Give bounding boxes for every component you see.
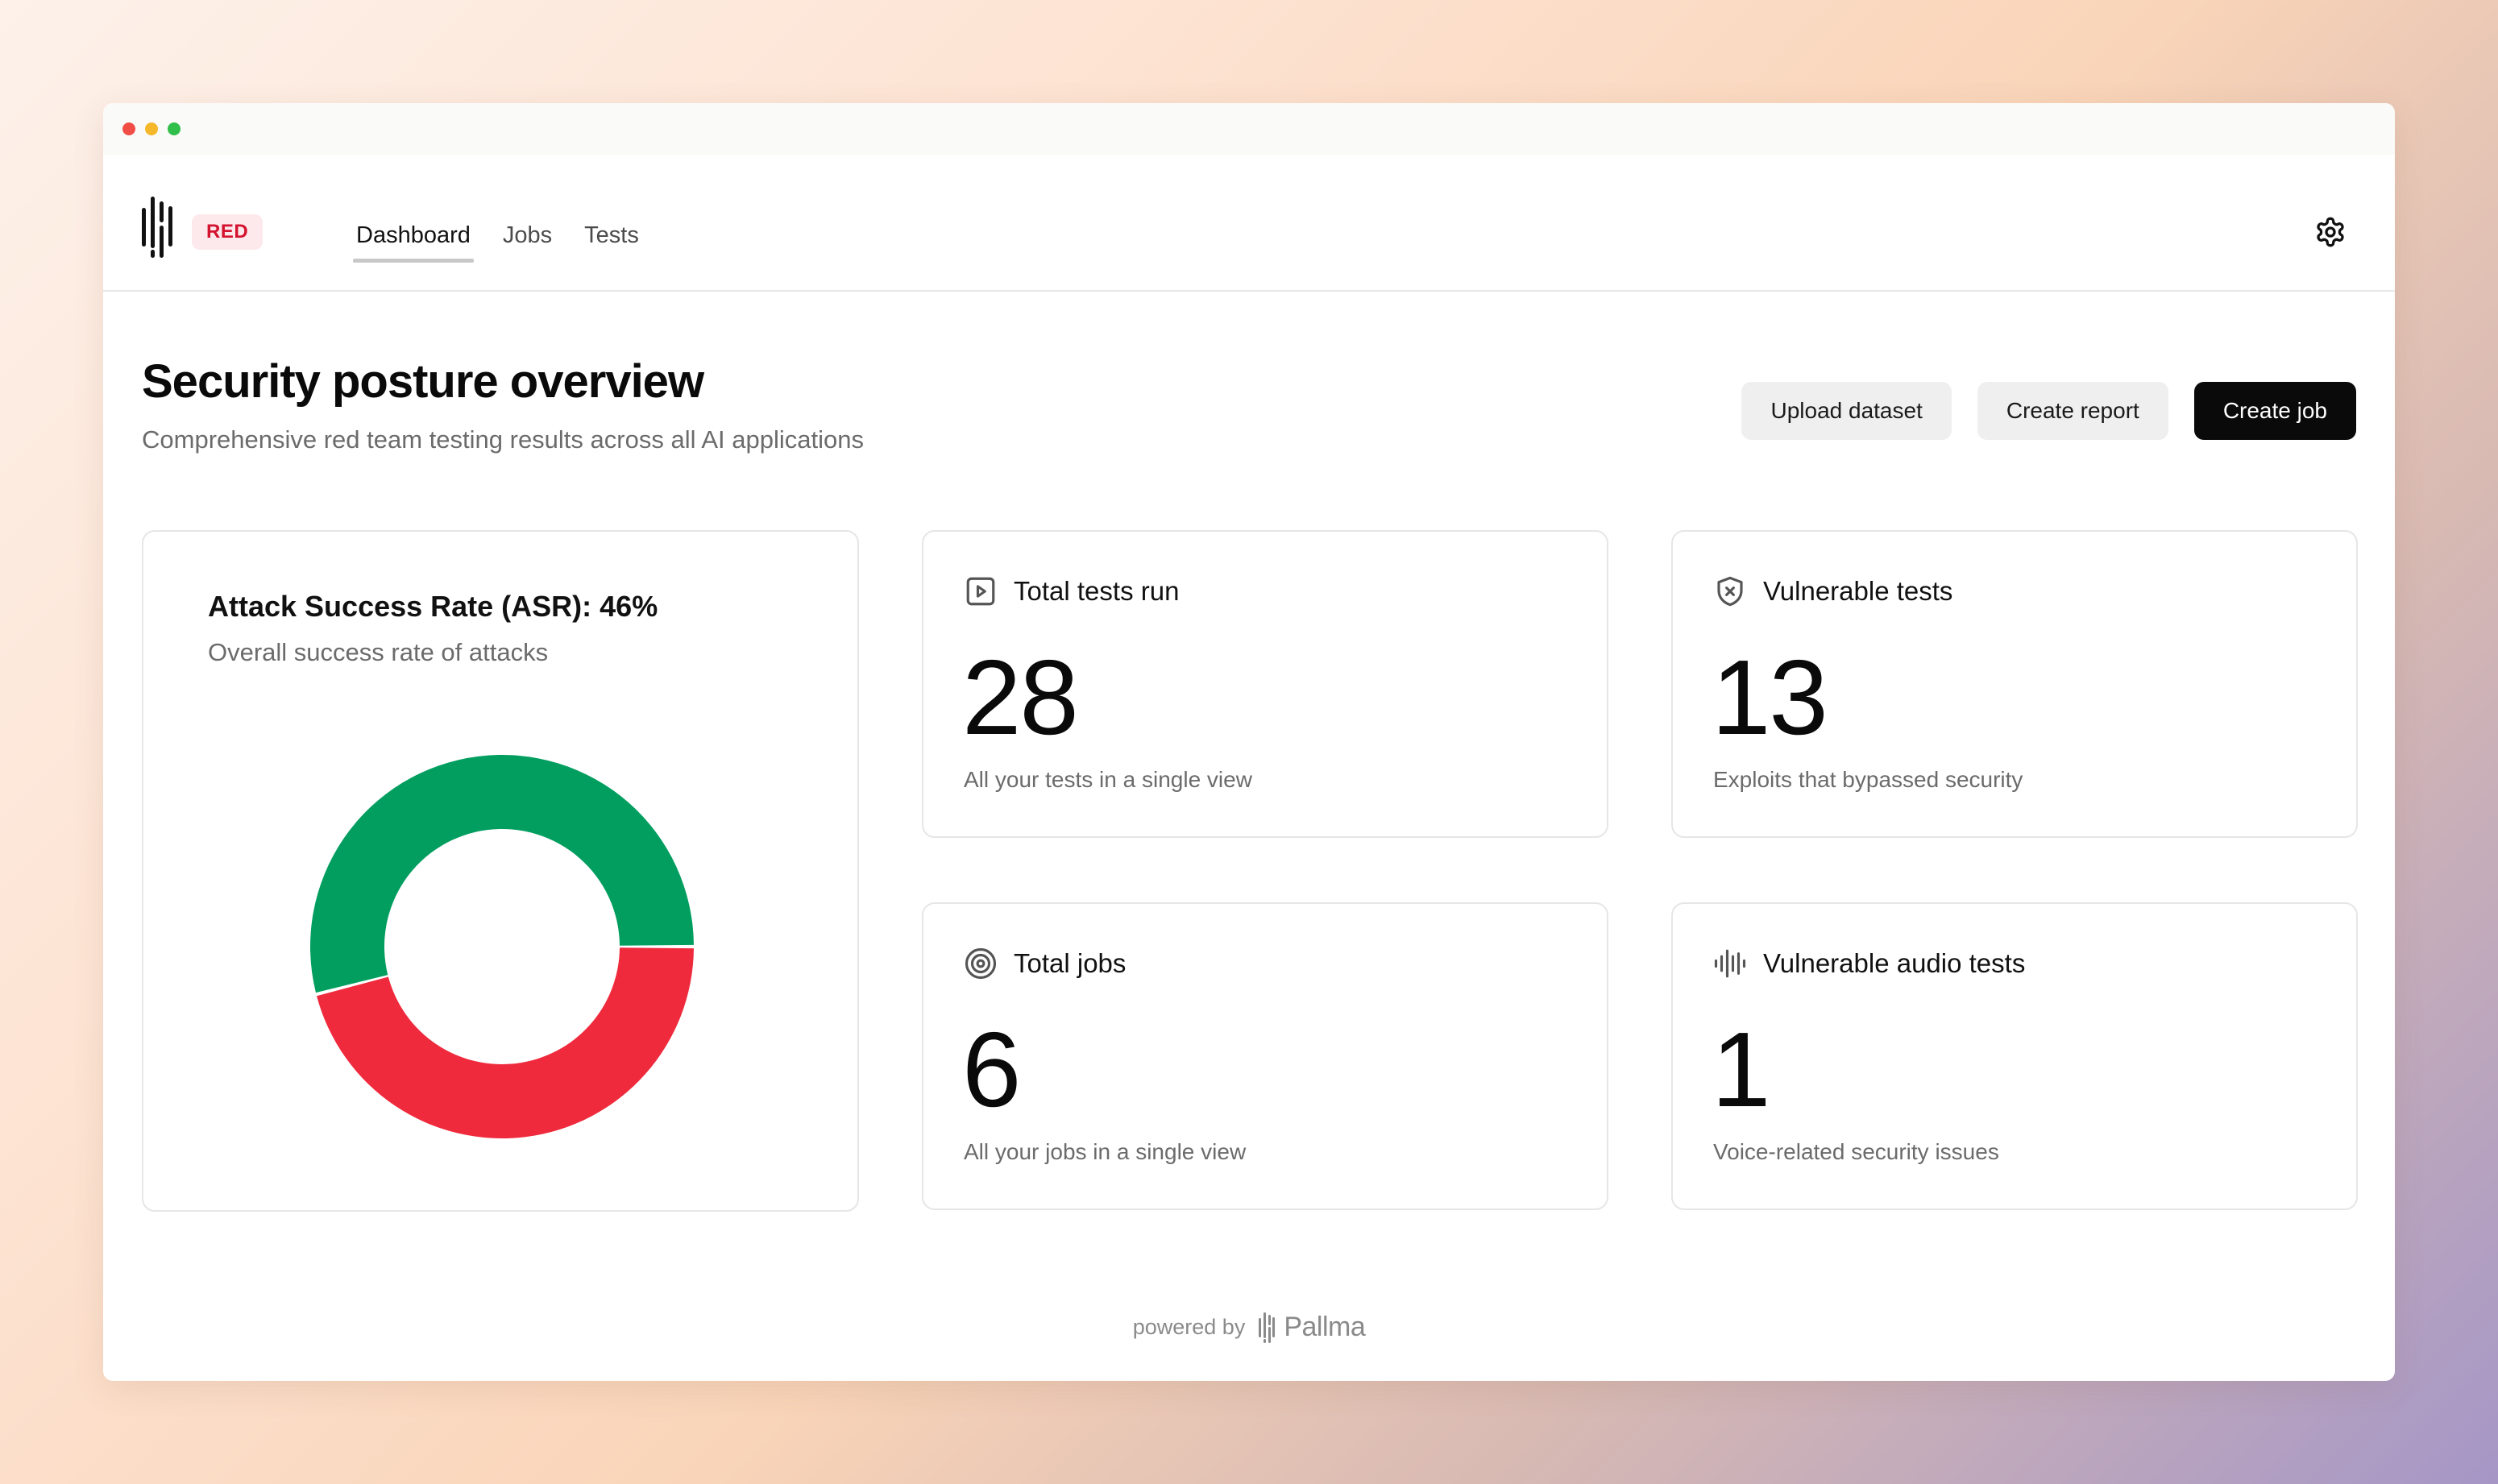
stat-value: 13 <box>1712 638 1828 757</box>
app-logo-icon[interactable] <box>140 197 176 258</box>
stat-card-vulnerable-audio: Vulnerable audio tests 1 Voice-related s… <box>1671 902 2358 1210</box>
app-window: RED Dashboard Jobs Tests Security postur… <box>103 103 2395 1381</box>
footer-prefix: powered by <box>1132 1315 1246 1339</box>
maximize-window-button[interactable] <box>168 122 181 135</box>
page-subtitle: Comprehensive red team testing results a… <box>142 425 864 454</box>
asr-subtitle: Overall success rate of attacks <box>208 638 549 666</box>
window-titlebar <box>103 103 2395 155</box>
asr-title: Attack Success Rate (ASR): 46% <box>208 590 658 623</box>
stat-description: All your tests in a single view <box>964 767 1252 792</box>
create-report-button[interactable]: Create report <box>1977 382 2168 440</box>
stat-description: All your jobs in a single view <box>964 1139 1247 1164</box>
donut-slice-1 <box>317 947 694 1139</box>
tab-jobs[interactable]: Jobs <box>502 222 553 248</box>
footer: powered by Pallma <box>103 1312 2395 1343</box>
stat-value: 28 <box>962 638 1079 757</box>
page-title: Security posture overview <box>142 355 704 408</box>
create-job-button[interactable]: Create job <box>2193 382 2356 440</box>
footer-brand: Pallma <box>1284 1312 1366 1342</box>
shield-x-icon <box>1717 576 1743 607</box>
tab-tests[interactable]: Tests <box>584 222 639 248</box>
stat-label: Total tests run <box>1014 576 1180 606</box>
stat-label: Vulnerable audio tests <box>1763 948 2026 978</box>
gear-icon[interactable] <box>2314 216 2347 248</box>
main-tabs: Dashboard Jobs Tests <box>353 203 668 267</box>
stat-description: Voice-related security issues <box>1713 1139 1999 1164</box>
stat-label: Total jobs <box>1014 948 1127 978</box>
play-square-icon <box>966 577 995 606</box>
header-actions: Upload dataset Create report Create job <box>1741 382 2356 440</box>
asr-donut-chart <box>310 755 694 1139</box>
stat-card-vulnerable-tests: Vulnerable tests 13 Exploits that bypass… <box>1671 530 2358 838</box>
top-navbar: RED Dashboard Jobs Tests <box>103 155 2395 292</box>
close-window-button[interactable] <box>122 122 135 135</box>
upload-dataset-button[interactable]: Upload dataset <box>1741 382 1952 440</box>
stat-card-total-jobs: Total jobs 6 All your jobs in a single v… <box>922 902 1608 1210</box>
minimize-window-button[interactable] <box>145 122 158 135</box>
audio-waveform-icon <box>1714 949 1746 978</box>
target-icon <box>965 947 997 980</box>
stat-value: 1 <box>1712 1010 1770 1129</box>
tab-dashboard[interactable]: Dashboard <box>353 203 474 267</box>
stat-label: Vulnerable tests <box>1763 576 1953 606</box>
pallma-logo-icon <box>1259 1312 1276 1343</box>
stat-description: Exploits that bypassed security <box>1713 767 2023 792</box>
red-team-badge: RED <box>192 214 263 250</box>
donut-slice-0 <box>310 755 694 993</box>
asr-card: Attack Success Rate (ASR): 46% Overall s… <box>142 530 859 1212</box>
stat-card-total-tests: Total tests run 28 All your tests in a s… <box>922 530 1608 838</box>
stat-value: 6 <box>962 1010 1021 1129</box>
